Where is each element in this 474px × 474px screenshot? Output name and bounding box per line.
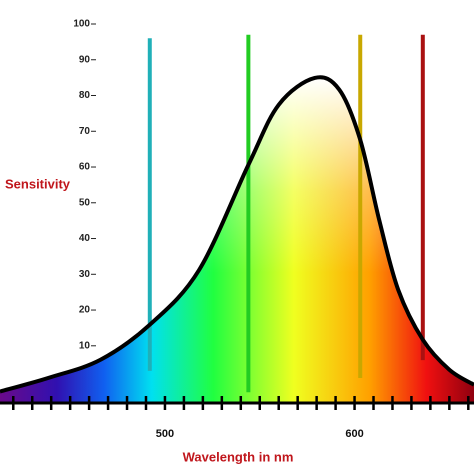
y-tick-label: 50 <box>79 197 91 208</box>
y-tick-label: 40 <box>79 233 91 244</box>
x-axis-label: Wavelength in nm <box>183 449 294 464</box>
y-tick-label: 100 <box>73 19 90 30</box>
y-tick-label: 70 <box>79 126 91 137</box>
y-tick-label: 20 <box>79 305 91 316</box>
x-tick-label: 600 <box>345 428 363 440</box>
y-tick-label: 60 <box>79 162 91 173</box>
x-tick-label: 500 <box>156 428 174 440</box>
y-axis-label: Sensitivity <box>5 176 71 191</box>
y-tick-label: 10 <box>79 340 91 351</box>
y-tick-label: 30 <box>79 269 91 280</box>
sensitivity-curve <box>0 75 474 394</box>
area-highlight <box>0 77 474 403</box>
y-tick-label: 90 <box>79 54 91 65</box>
y-tick-label: 80 <box>79 90 91 101</box>
